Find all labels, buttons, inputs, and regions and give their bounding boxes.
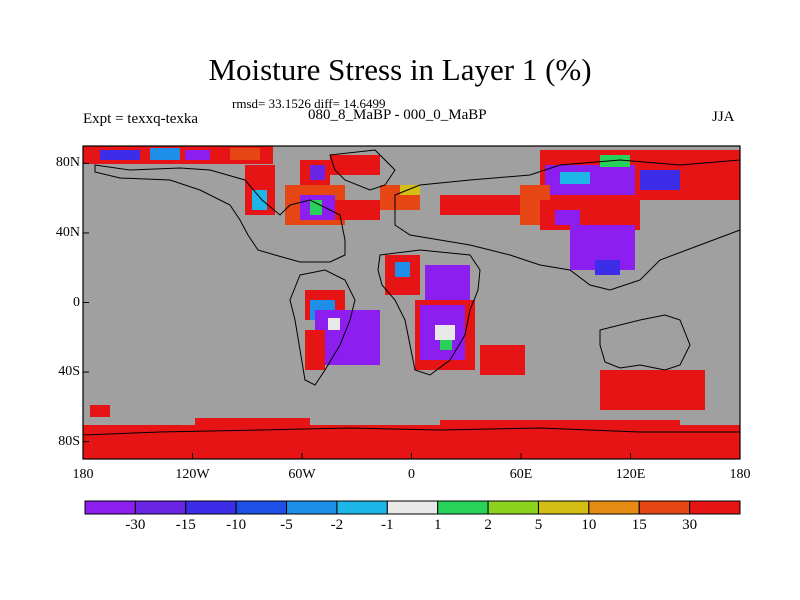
lon-tick-label: 0 xyxy=(408,467,415,482)
lat-tick-label: 40S xyxy=(58,364,80,380)
colorbar-swatch xyxy=(134,500,187,515)
lat-tick-label: 40N xyxy=(55,224,80,240)
coastlines xyxy=(82,149,741,436)
lon-tick-label: 60W xyxy=(288,467,316,482)
figure-title: Moisture Stress in Layer 1 (%) xyxy=(208,52,592,87)
colorbar-swatch xyxy=(437,500,489,515)
colorbar-label: 30 xyxy=(682,517,698,533)
colorbar-swatch xyxy=(185,500,237,515)
lat-tick-label: 80S xyxy=(58,433,80,449)
lon-tick-label: 180 xyxy=(72,467,94,482)
lon-tick-label: 180 xyxy=(729,467,751,482)
lon-tick-label: 60E xyxy=(509,467,533,482)
lon-tick-label: 120W xyxy=(175,467,210,482)
colorbar-swatch xyxy=(235,500,288,515)
colorbar-label: -15 xyxy=(175,517,196,533)
colorbar-label: -1 xyxy=(381,517,394,533)
colorbar-swatch xyxy=(487,500,539,515)
colorbar-swatch xyxy=(588,500,640,515)
experiment-subtitle: 080_8_MaBP - 000_0_MaBP xyxy=(308,107,487,123)
colorbar-swatch xyxy=(689,500,741,515)
colorbar-swatch xyxy=(336,500,388,515)
colorbar-swatch xyxy=(386,500,439,515)
colorbar-swatch xyxy=(537,500,590,515)
lon-tick-label: 120E xyxy=(615,467,646,482)
colorbar-label: -10 xyxy=(226,517,247,533)
experiment-label: Expt = texxq-texka xyxy=(83,111,199,127)
colorbar-swatch xyxy=(638,500,691,515)
lat-tick-label: 0 xyxy=(73,294,80,310)
colorbar-swatch xyxy=(286,500,338,515)
colorbar-label: -2 xyxy=(330,517,344,533)
colorbar-label: 10 xyxy=(581,517,597,533)
colorbar-label: 1 xyxy=(433,517,442,533)
lat-tick-label: 80N xyxy=(55,155,80,171)
stats-text: rmsd= 33.1526 diff= 14.6499 xyxy=(232,96,386,111)
colorbar xyxy=(84,500,741,515)
season-label: JJA xyxy=(712,109,735,125)
axis-ticks xyxy=(82,162,741,459)
colorbar-label: 2 xyxy=(484,517,492,533)
colorbar-label: 15 xyxy=(631,517,647,533)
colorbar-swatch xyxy=(84,500,136,515)
colorbar-label: 5 xyxy=(534,517,543,533)
colorbar-label: -5 xyxy=(280,517,293,533)
colorbar-label: -30 xyxy=(125,517,146,533)
